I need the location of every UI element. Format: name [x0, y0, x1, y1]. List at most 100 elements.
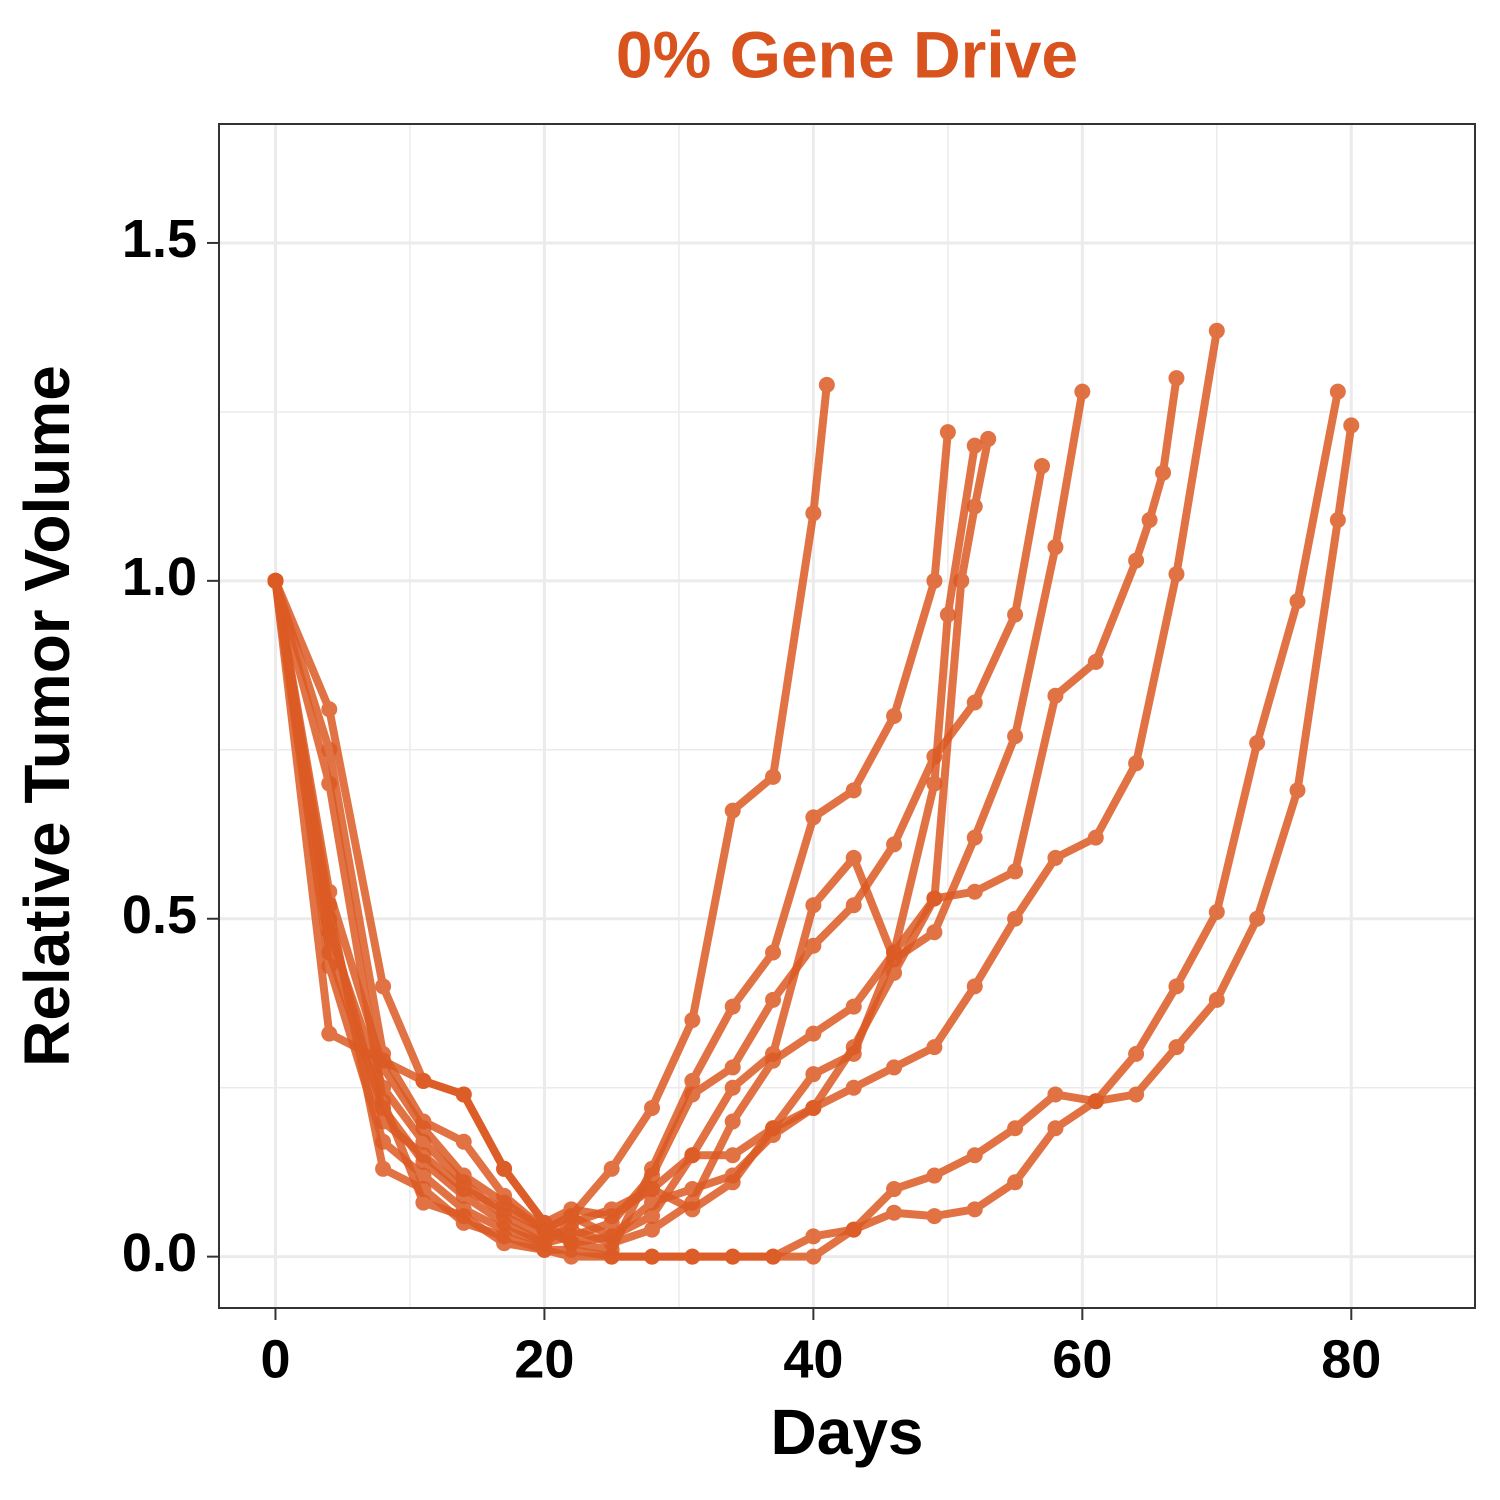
point [1007, 606, 1024, 623]
y-axis-title: Relative Tumor Volume [11, 365, 83, 1067]
point [1087, 653, 1104, 670]
point [1168, 978, 1185, 995]
point [886, 964, 903, 981]
y-tick-label: 1.0 [122, 547, 197, 607]
point [926, 924, 943, 941]
point [603, 1248, 620, 1265]
point [603, 1208, 620, 1225]
point [1155, 464, 1172, 481]
point [966, 829, 983, 846]
point [1047, 1120, 1064, 1137]
point [1329, 512, 1346, 529]
series [267, 457, 1050, 1252]
point [644, 1181, 661, 1198]
point [1141, 512, 1158, 529]
point [603, 1228, 620, 1245]
line [271, 421, 1356, 1261]
point [886, 1204, 903, 1221]
x-tick-label: 0 [260, 1329, 290, 1389]
point [1249, 735, 1266, 752]
point [966, 498, 983, 515]
point [966, 694, 983, 711]
point [563, 1228, 580, 1245]
point [1168, 1039, 1185, 1056]
point [805, 1099, 822, 1116]
point [966, 978, 983, 995]
point [1289, 782, 1306, 799]
point [1329, 383, 1346, 400]
point [644, 1221, 661, 1238]
x-tick-label: 80 [1321, 1329, 1381, 1389]
point [926, 1167, 943, 1184]
point [805, 1025, 822, 1042]
series [267, 322, 1225, 1231]
line [271, 461, 1046, 1248]
point [496, 1187, 513, 1204]
point [1128, 1045, 1145, 1062]
point [375, 978, 392, 995]
point [455, 1208, 472, 1225]
point [1007, 728, 1024, 745]
point [684, 1072, 701, 1089]
point [1343, 417, 1360, 434]
point [845, 782, 862, 799]
point [845, 897, 862, 914]
point [684, 1181, 701, 1198]
point [765, 1248, 782, 1265]
point [1208, 322, 1225, 339]
point [321, 897, 338, 914]
point [966, 883, 983, 900]
point [926, 1039, 943, 1056]
point [1168, 566, 1185, 583]
x-tick-label: 60 [1052, 1329, 1112, 1389]
point [926, 572, 943, 589]
point [765, 1045, 782, 1062]
point [684, 1248, 701, 1265]
point [1074, 383, 1091, 400]
series [267, 376, 835, 1238]
x-axis-title: Days [771, 1396, 924, 1468]
point [805, 1066, 822, 1083]
point [845, 998, 862, 1015]
point [966, 1147, 983, 1164]
point [1289, 593, 1306, 610]
point [1007, 910, 1024, 927]
point [926, 748, 943, 765]
point [966, 1201, 983, 1218]
point [926, 890, 943, 907]
point [321, 701, 338, 718]
point [1047, 687, 1064, 704]
x-tick-label: 40 [783, 1329, 843, 1389]
point [684, 1201, 701, 1218]
point [980, 430, 997, 447]
point [1208, 903, 1225, 920]
point [939, 424, 956, 441]
point [455, 1174, 472, 1191]
point [724, 1059, 741, 1076]
point [536, 1214, 553, 1231]
point [953, 572, 970, 589]
point [805, 897, 822, 914]
point [886, 1181, 903, 1198]
point [845, 1039, 862, 1056]
point [1128, 552, 1145, 569]
point [1047, 849, 1064, 866]
point [496, 1160, 513, 1177]
point [644, 1099, 661, 1116]
point [765, 944, 782, 961]
point [724, 1113, 741, 1130]
point [415, 1133, 432, 1150]
point [1128, 1086, 1145, 1103]
point [415, 1194, 432, 1211]
point [886, 836, 903, 853]
point [805, 809, 822, 826]
point [1033, 457, 1050, 474]
point [939, 606, 956, 623]
point [415, 1154, 432, 1171]
point [805, 1228, 822, 1245]
point [415, 1167, 432, 1184]
point [1007, 1120, 1024, 1137]
point [1007, 863, 1024, 880]
point [415, 1072, 432, 1089]
y-tick-label: 0.5 [122, 885, 197, 945]
